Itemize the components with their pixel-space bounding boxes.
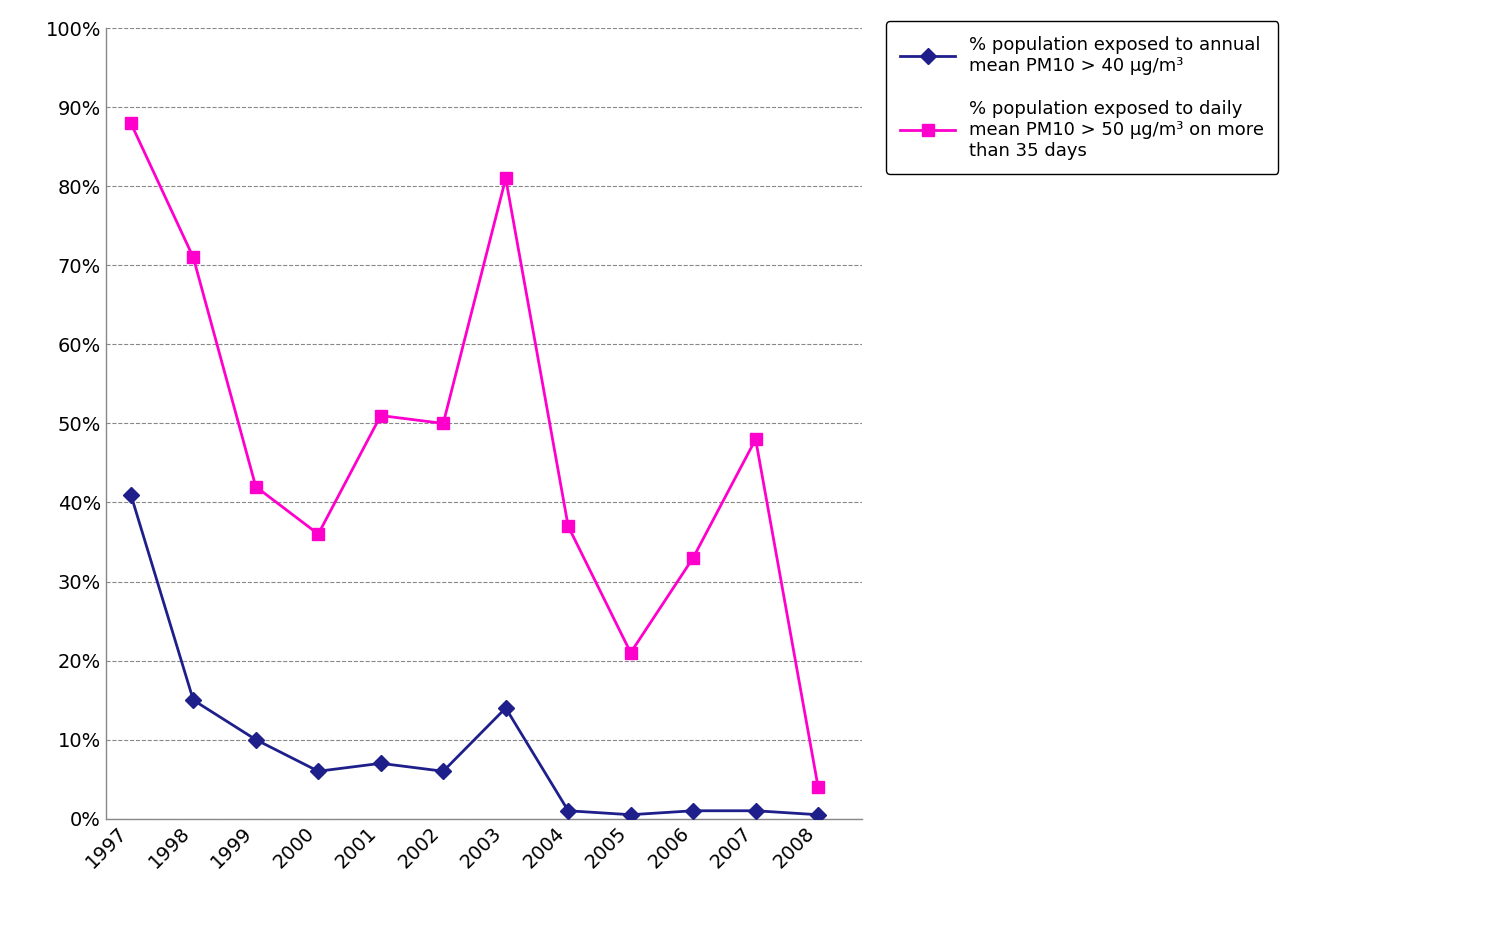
- Legend: % population exposed to annual
mean PM10 > 40 μg/m³, % population exposed to dai: % population exposed to annual mean PM10…: [886, 22, 1279, 174]
